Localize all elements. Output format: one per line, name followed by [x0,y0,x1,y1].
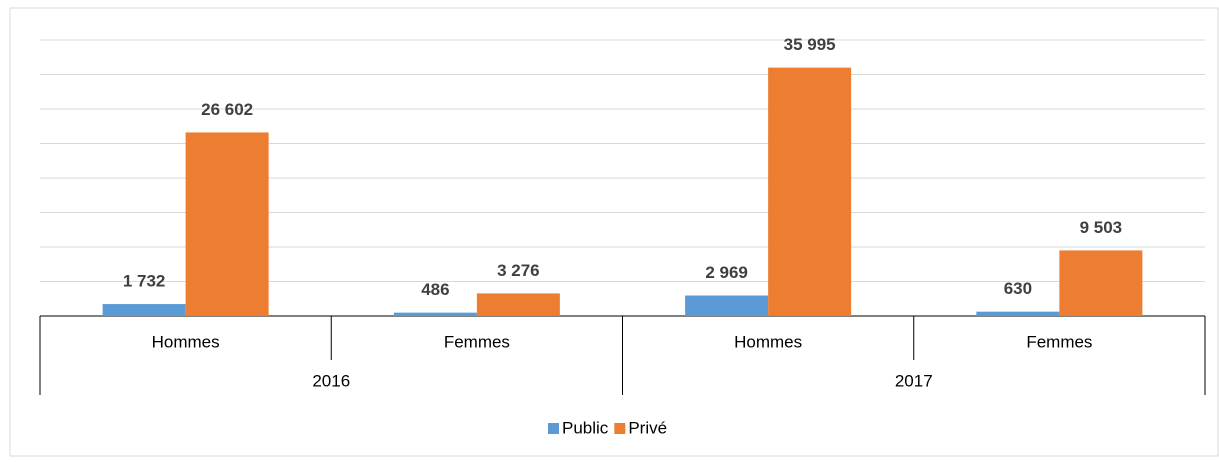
bar [1059,250,1143,316]
bar [768,67,852,317]
value-label: 35 995 [784,35,836,54]
x-tick-label: Hommes [152,332,220,351]
value-label: 2 969 [705,263,748,282]
legend-label: Public [562,418,609,437]
value-label: 1 732 [123,272,166,291]
legend-swatch [614,423,626,434]
group-label: 2016 [312,371,350,390]
bar [185,132,269,316]
x-tick-label: Hommes [734,332,802,351]
value-label: 26 602 [201,100,253,119]
bar [102,304,186,316]
bar [685,295,769,316]
value-label: 486 [421,280,449,299]
value-label: 3 276 [497,261,540,280]
x-tick-label: Femmes [1026,332,1092,351]
bar [476,293,560,316]
legend-swatch [548,423,559,434]
value-label: 630 [1004,279,1032,298]
x-tick-label: Femmes [444,332,510,351]
bar [393,312,477,316]
bar [976,311,1060,316]
group-label: 2017 [895,371,933,390]
chart-border [9,7,1219,457]
legend-label: Privé [628,418,667,437]
value-label: 9 503 [1080,218,1123,237]
